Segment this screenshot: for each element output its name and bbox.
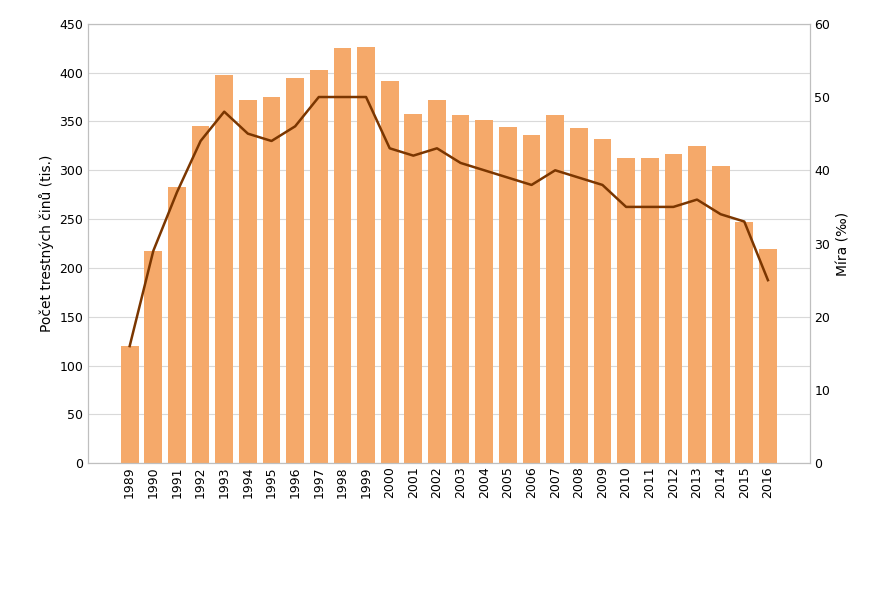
Y-axis label: Míra (‰): Míra (‰) bbox=[836, 211, 850, 276]
Bar bbox=[239, 100, 257, 463]
Bar bbox=[688, 146, 706, 463]
Bar bbox=[334, 48, 351, 463]
Bar bbox=[570, 128, 588, 463]
Bar bbox=[759, 249, 777, 463]
Bar bbox=[712, 166, 730, 463]
Bar bbox=[381, 81, 399, 463]
Bar bbox=[499, 127, 517, 463]
Bar bbox=[144, 251, 162, 463]
Bar bbox=[451, 115, 470, 463]
Bar bbox=[617, 157, 635, 463]
Bar bbox=[594, 139, 612, 463]
Bar bbox=[641, 157, 658, 463]
Bar bbox=[475, 121, 493, 463]
Bar bbox=[523, 135, 540, 463]
Bar bbox=[310, 69, 327, 463]
Bar bbox=[286, 78, 304, 463]
Bar bbox=[262, 97, 281, 463]
Bar bbox=[736, 222, 753, 463]
Bar bbox=[121, 346, 138, 463]
Bar bbox=[428, 100, 446, 463]
Bar bbox=[405, 113, 422, 463]
Bar bbox=[664, 154, 682, 463]
Bar bbox=[192, 127, 209, 463]
Bar bbox=[168, 187, 186, 463]
Bar bbox=[546, 115, 564, 463]
Y-axis label: Počet trestných činů (tis.): Počet trestných činů (tis.) bbox=[39, 155, 54, 332]
Bar bbox=[357, 47, 375, 463]
Bar bbox=[216, 75, 233, 463]
